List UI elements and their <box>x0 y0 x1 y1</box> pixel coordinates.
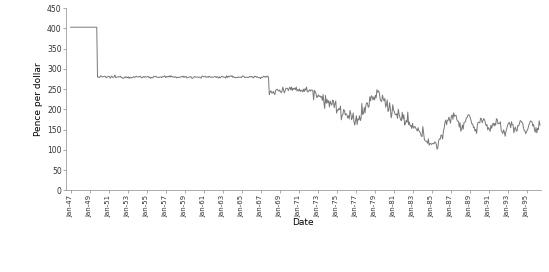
X-axis label: Date: Date <box>293 218 314 227</box>
Y-axis label: Pence per dollar: Pence per dollar <box>34 63 43 136</box>
